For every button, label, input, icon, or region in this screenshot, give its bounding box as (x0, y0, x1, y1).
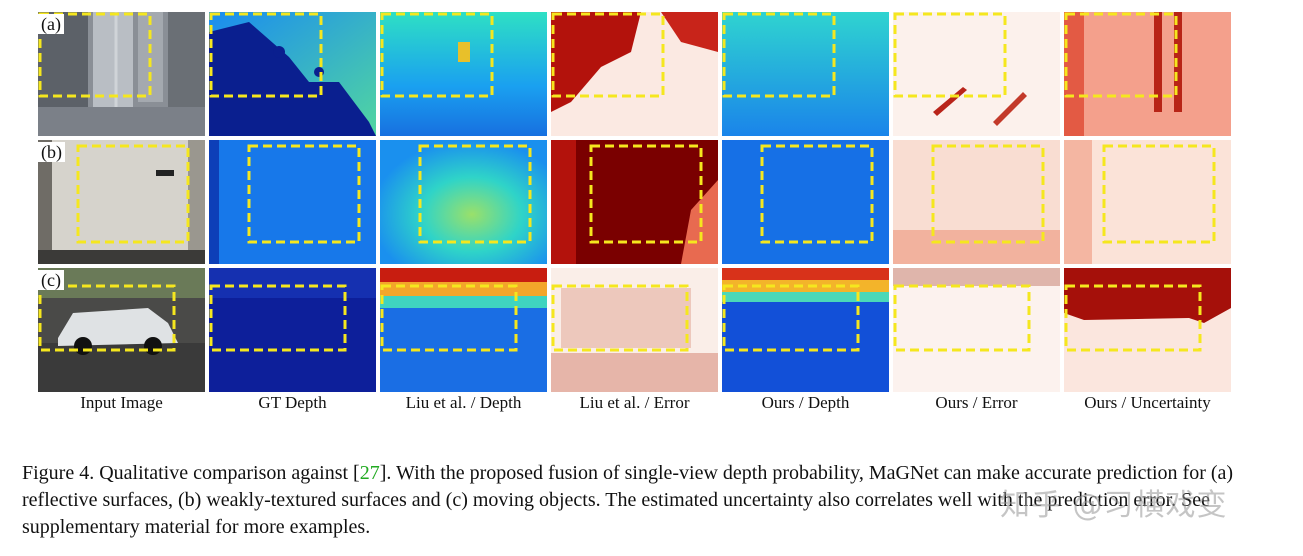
column-label-gt-depth: GT Depth (258, 393, 327, 412)
tile-b-liu-error (551, 140, 718, 264)
tile-b-ours-error (893, 140, 1060, 264)
column-label-input-image: Input Image (80, 393, 163, 412)
caption-body: ]. With the proposed fusion of single-vi… (22, 462, 1234, 538)
row-label-b: (b) (38, 142, 65, 162)
figure-grid (38, 12, 1231, 392)
caption-intro: Figure 4. Qualitative comparison against… (22, 462, 360, 484)
tile-a-ours-uncertainty (1064, 12, 1231, 136)
tile-a-ours-error (893, 12, 1060, 136)
tile-c-liu-error (551, 268, 718, 392)
figure-caption: Figure 4. Qualitative comparison against… (22, 460, 1272, 541)
tile-b-liu-depth (380, 140, 547, 264)
citation-link[interactable]: 27 (359, 462, 380, 484)
tile-c-ours-error (893, 268, 1060, 392)
tile-c-ours-uncertainty (1064, 268, 1231, 392)
tile-b-gt-depth (209, 140, 376, 264)
tile-a-gt-depth (209, 12, 376, 136)
column-label-liu-depth: Liu et al. / Depth (405, 393, 522, 412)
tile-b-ours-depth (722, 140, 889, 264)
watermark: 知乎 @习横戏变 (1000, 488, 1228, 523)
tile-c-input-image (38, 268, 205, 392)
tile-c-liu-depth (380, 268, 547, 392)
tile-c-gt-depth (209, 268, 376, 392)
column-label-ours-uncertainty: Ours / Uncertainty (1084, 393, 1211, 412)
tile-c-ours-depth (722, 268, 889, 392)
row-label-a: (a) (38, 14, 64, 34)
tile-b-input-image (38, 140, 205, 264)
column-label-ours-depth: Ours / Depth (761, 393, 850, 412)
tile-b-ours-uncertainty (1064, 140, 1231, 264)
tile-a-liu-error (551, 12, 718, 136)
tile-a-liu-depth (380, 12, 547, 136)
tile-a-input-image (38, 12, 205, 136)
column-label-ours-error: Ours / Error (935, 393, 1018, 412)
tile-a-ours-depth (722, 12, 889, 136)
column-label-liu-error: Liu et al. / Error (579, 393, 690, 412)
row-label-c: (c) (38, 270, 64, 290)
